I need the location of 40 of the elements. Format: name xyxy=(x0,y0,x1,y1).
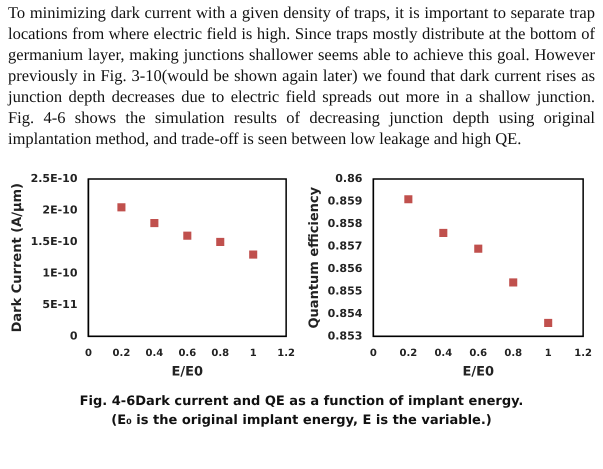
y-tick-label: 2.5E-10 xyxy=(30,172,78,185)
x-axis-title: E/E0 xyxy=(172,364,204,380)
x-tick-label: 0.2 xyxy=(112,348,130,359)
point xyxy=(439,228,448,237)
y-tick-label: 5E-11 xyxy=(42,298,78,311)
x-tick-label: 1.2 xyxy=(277,348,296,359)
y-tick-label: 0.855 xyxy=(328,284,362,298)
x-tick-label: 1 xyxy=(250,348,257,359)
x-tick-label: 0 xyxy=(370,348,377,359)
y-axis-title: Dark Current (A/μm) xyxy=(10,183,26,332)
point xyxy=(544,318,552,327)
text: (E₀ is the original implant energy, E is the variable.) xyxy=(110,412,493,430)
y-tick-label: 1E-10 xyxy=(42,266,78,280)
x-tick-label: 0 xyxy=(84,348,92,359)
x-tick-label: 1.2 xyxy=(574,348,592,359)
y-tick-label: 0.86 xyxy=(335,172,363,185)
y-tick-label: 0.856 xyxy=(328,262,363,275)
x-tick-label: 0.8 xyxy=(211,348,230,359)
y-tick-label: 0.853 xyxy=(328,329,362,342)
x-tick-label: 0.6 xyxy=(178,348,196,359)
x-tick-label: 0.6 xyxy=(469,348,488,359)
y-tick-label: 0.857 xyxy=(328,239,362,252)
text: To minimizing dark current with a given density of traps, it is important to separate trap locations from where electric field is high. Since traps mostly distribute at the bottom of germanium layer, making junctions shallower seems able to achieve this goal. However previously in Fig. 3-10(would be shown again later) we found that dark current rises as junction depth decreases due to electric field spreads out more in a shallow junction. Fig. 4-6 shows the simulation results of decreasing junction depth using original implantation method, and trade-off is seen between low leakage and high QE. xyxy=(8,2,595,149)
x-tick-label: 0.4 xyxy=(146,348,164,359)
y-axis-title: Quantum efficiency xyxy=(307,186,322,329)
point xyxy=(474,244,482,253)
point xyxy=(509,278,518,286)
y-tick-label: 0 xyxy=(70,329,78,342)
y-tick-label: 0.858 xyxy=(328,216,362,230)
x-tick-label: 1 xyxy=(544,348,552,359)
x-tick-label: 0.2 xyxy=(399,348,418,359)
y-tick-label: 0.859 xyxy=(328,194,362,208)
y-tick-label: 1.5E-10 xyxy=(30,234,78,248)
x-axis-title: E/E0 xyxy=(462,364,494,380)
caption: Fig. 4-6Dark current and QE as a function of implant energy. xyxy=(78,393,524,411)
y-tick-label: 0.854 xyxy=(328,306,363,320)
x-tick-label: 0.8 xyxy=(504,348,522,359)
x-tick-label: 0.4 xyxy=(434,348,452,359)
y-tick-label: 2E-10 xyxy=(42,203,78,216)
point xyxy=(404,195,412,204)
